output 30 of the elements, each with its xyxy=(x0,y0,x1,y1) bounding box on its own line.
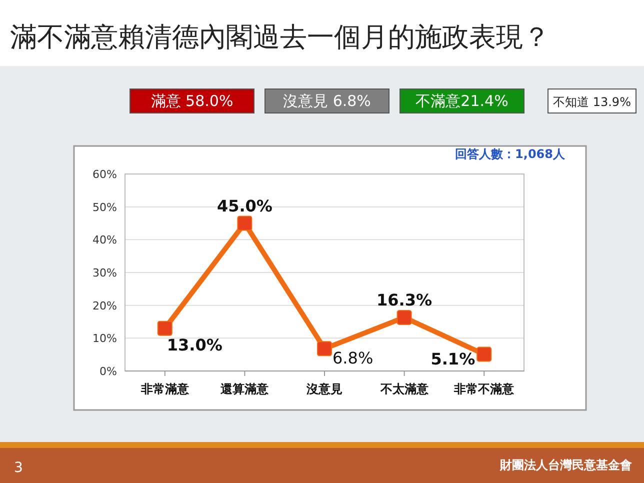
text: 財團法人台灣民意基金會 xyxy=(499,458,632,472)
data-label: 45.0% xyxy=(216,196,272,216)
x-tick-label: 不太滿意 xyxy=(379,382,430,396)
point xyxy=(237,216,252,231)
data-label: 13.0% xyxy=(166,335,222,354)
y-tick-label: 20% xyxy=(92,299,117,312)
y-tick-label: 60% xyxy=(92,168,117,181)
x-tick-label: 非常滿意 xyxy=(140,382,190,396)
text: 不滿意21.4% xyxy=(416,92,508,110)
chart-title: 滿不滿意賴清德內閣過去一個月的施政表現？ xyxy=(10,22,550,53)
y-tick-label: 40% xyxy=(92,234,117,247)
text: 不知道 13.9% xyxy=(553,95,631,109)
text: 沒意見 6.8% xyxy=(283,92,371,110)
point xyxy=(396,310,412,325)
data-label: 5.1% xyxy=(430,349,476,368)
text: 3 xyxy=(14,460,23,476)
x-tick-label: 還算滿意 xyxy=(220,382,270,396)
point xyxy=(157,320,172,336)
text: 回答人數：1,068人 xyxy=(455,147,566,161)
y-tick-label: 10% xyxy=(92,332,117,346)
data-label: 6.8% xyxy=(332,348,374,368)
data-label: 16.3% xyxy=(376,290,432,310)
text: 滿意 58.0% xyxy=(150,92,234,110)
point xyxy=(317,341,332,356)
y-tick-label: 0% xyxy=(100,365,117,378)
x-tick-label: 非常不滿意 xyxy=(453,382,516,396)
y-tick-label: 50% xyxy=(92,200,117,214)
x-tick-label: 沒意見 xyxy=(306,382,342,396)
y-tick-label: 30% xyxy=(92,266,117,280)
point xyxy=(476,346,492,362)
